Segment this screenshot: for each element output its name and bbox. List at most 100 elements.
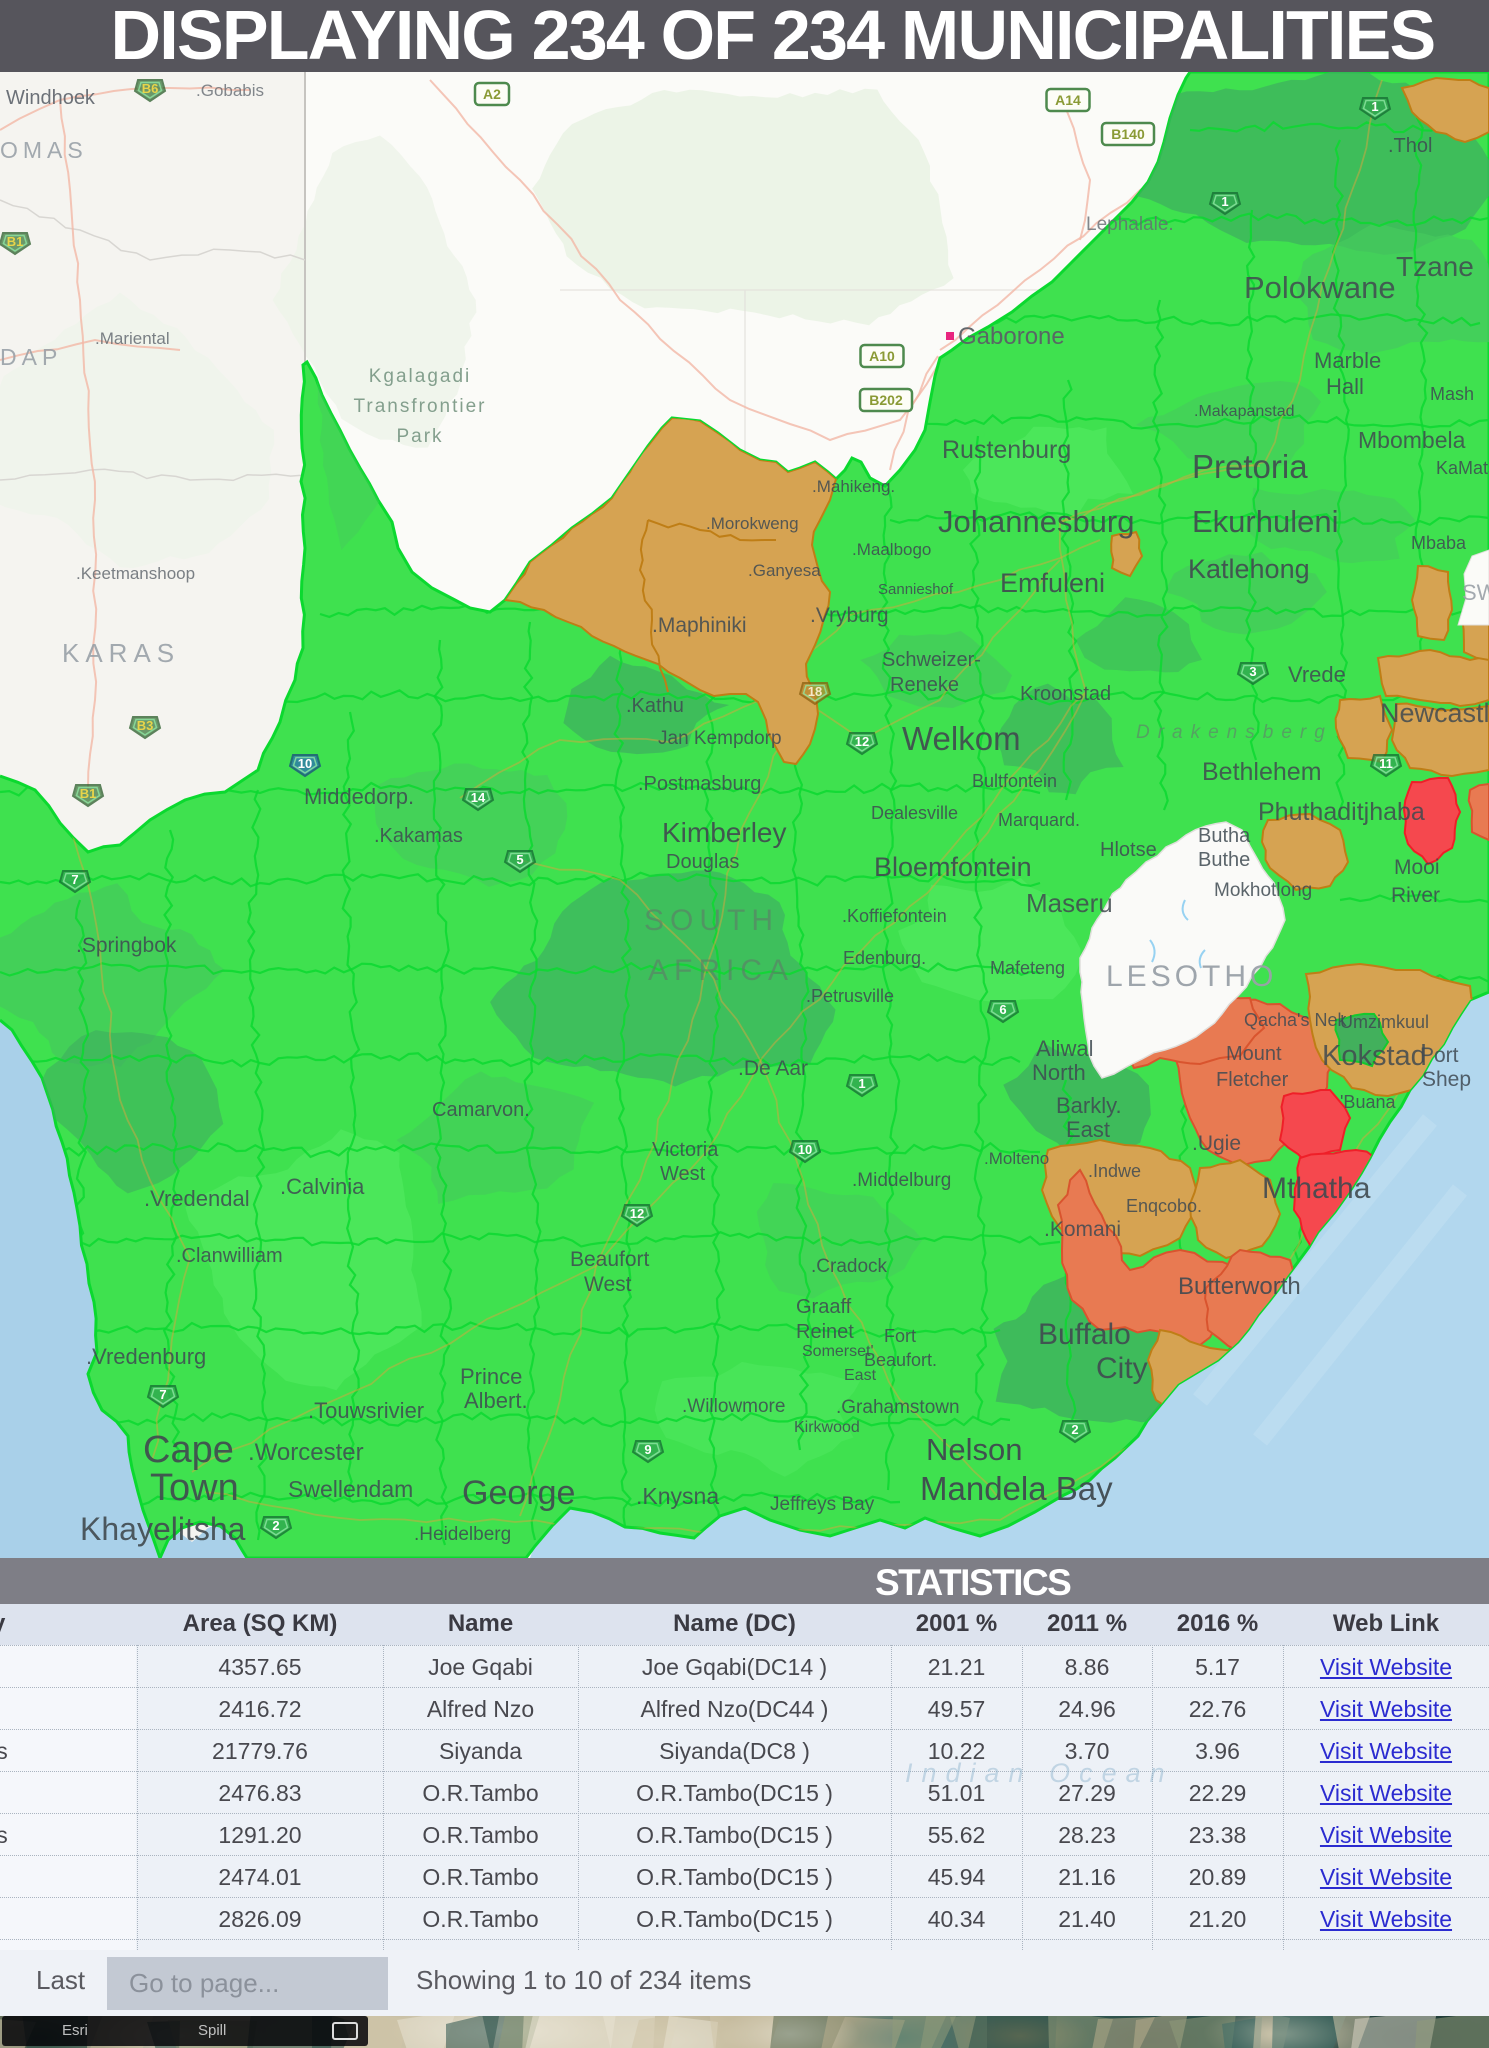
svg-text:.Koffiefontein: .Koffiefontein xyxy=(842,906,947,926)
svg-text:.Worcester: .Worcester xyxy=(248,1439,364,1466)
svg-text:LESOTHO: LESOTHO xyxy=(1106,960,1277,993)
svg-text:'Buana: 'Buana xyxy=(1340,1092,1396,1112)
svg-text:Johannesburg: Johannesburg xyxy=(938,504,1135,539)
svg-text:Aliwal: Aliwal xyxy=(1036,1036,1093,1061)
svg-text:.Willowmore: .Willowmore xyxy=(682,1396,785,1417)
svg-text:.Vryburg: .Vryburg xyxy=(810,604,889,627)
svg-text:Somerset': Somerset' xyxy=(802,1343,874,1360)
svg-text:Marble: Marble xyxy=(1314,348,1381,373)
svg-text:A2: A2 xyxy=(483,86,501,102)
svg-text:.Maalbogo: .Maalbogo xyxy=(852,540,931,559)
svg-text:Middedorp.: Middedorp. xyxy=(304,784,414,809)
svg-text:3: 3 xyxy=(1249,664,1256,679)
svg-text:.Maphiniki: .Maphiniki xyxy=(652,614,747,637)
svg-text:2: 2 xyxy=(272,1518,279,1533)
svg-text:.Vredenburg: .Vredenburg xyxy=(86,1344,206,1369)
svg-text:.Indwe: .Indwe xyxy=(1088,1161,1141,1181)
svg-text:.Middelburg: .Middelburg xyxy=(852,1170,951,1191)
svg-text:Buthe: Buthe xyxy=(1198,849,1250,871)
svg-text:Swellendam: Swellendam xyxy=(288,1476,413,1502)
svg-text:Qacha's Nek: Qacha's Nek xyxy=(1244,1010,1347,1030)
svg-text:Hall: Hall xyxy=(1326,374,1364,399)
svg-text:.Komani: .Komani xyxy=(1044,1218,1121,1241)
svg-text:.Kakamas: .Kakamas xyxy=(374,825,463,847)
svg-text:Mandela Bay: Mandela Bay xyxy=(920,1470,1113,1507)
svg-text:18: 18 xyxy=(808,684,822,699)
svg-text:Park: Park xyxy=(396,426,443,447)
svg-text:Gaborone: Gaborone xyxy=(958,323,1065,350)
svg-text:Hlotse: Hlotse xyxy=(1100,839,1157,861)
svg-text:Marquard.: Marquard. xyxy=(998,810,1080,830)
svg-text:Kokstad: Kokstad xyxy=(1322,1040,1427,1072)
svg-text:West: West xyxy=(660,1163,706,1185)
svg-text:Mbaba: Mbaba xyxy=(1411,533,1467,553)
svg-text:Tzane: Tzane xyxy=(1396,251,1474,282)
svg-text:Mount: Mount xyxy=(1226,1043,1282,1065)
svg-text:Reneke: Reneke xyxy=(890,674,959,696)
svg-text:Douglas: Douglas xyxy=(666,851,739,873)
svg-text:A10: A10 xyxy=(869,348,895,364)
svg-text:SOUTH: SOUTH xyxy=(644,904,779,937)
svg-text:West: West xyxy=(584,1273,632,1296)
svg-text:14: 14 xyxy=(471,790,486,805)
svg-text:Rustenburg: Rustenburg xyxy=(942,436,1071,464)
svg-text:Jeffreys Bay: Jeffreys Bay xyxy=(770,1494,875,1515)
svg-text:Maseru: Maseru xyxy=(1026,888,1113,918)
svg-text:12: 12 xyxy=(855,734,869,749)
svg-text:Camarvon.: Camarvon. xyxy=(432,1099,530,1121)
svg-text:Mbombela: Mbombela xyxy=(1358,427,1466,453)
svg-text:Beaufort.: Beaufort. xyxy=(864,1350,937,1370)
svg-text:Bethlehem: Bethlehem xyxy=(1202,758,1322,786)
svg-text:Khayelitsha: Khayelitsha xyxy=(80,1511,246,1547)
svg-text:Pretoria: Pretoria xyxy=(1192,448,1308,485)
svg-text:B140: B140 xyxy=(1111,126,1145,142)
svg-text:Umzimkuul: Umzimkuul xyxy=(1340,1012,1429,1032)
svg-text:Kirkwood: Kirkwood xyxy=(794,1419,860,1436)
svg-text:Enqcobo.: Enqcobo. xyxy=(1126,1196,1202,1216)
svg-text:Kgalagadi: Kgalagadi xyxy=(369,366,472,387)
svg-text:Phuthaditjhaba: Phuthaditjhaba xyxy=(1258,798,1425,826)
svg-text:.Heidelberg: .Heidelberg xyxy=(414,1524,511,1545)
svg-text:Mokhotlong: Mokhotlong xyxy=(1214,880,1312,901)
svg-text:Dealesville: Dealesville xyxy=(871,803,958,823)
svg-text:.Morokweng: .Morokweng xyxy=(706,514,799,533)
svg-text:B3: B3 xyxy=(137,718,154,733)
svg-text:Drakensberg: Drakensberg xyxy=(1136,722,1333,743)
svg-text:Fort: Fort xyxy=(884,1326,916,1346)
svg-text:.Makapanstad: .Makapanstad xyxy=(1194,403,1295,420)
svg-text:Polokwane: Polokwane xyxy=(1244,270,1396,305)
svg-text:Butha: Butha xyxy=(1198,825,1251,847)
svg-text:East: East xyxy=(844,1367,877,1384)
svg-text:Albert.: Albert. xyxy=(464,1388,528,1413)
svg-text:Lephalale.: Lephalale. xyxy=(1086,214,1174,235)
svg-text:Edenburg.: Edenburg. xyxy=(843,948,926,968)
svg-text:1: 1 xyxy=(1371,99,1378,114)
svg-text:6: 6 xyxy=(999,1002,1006,1017)
svg-text:7: 7 xyxy=(71,872,78,887)
svg-text:.Mahikeng.: .Mahikeng. xyxy=(812,477,895,496)
svg-text:9: 9 xyxy=(644,1442,651,1457)
svg-text:Shep: Shep xyxy=(1422,1068,1471,1091)
svg-text:10: 10 xyxy=(298,756,312,771)
svg-text:Prince: Prince xyxy=(460,1364,522,1389)
svg-text:.Springbok: .Springbok xyxy=(76,934,177,957)
svg-text:Victoria: Victoria xyxy=(652,1139,719,1161)
svg-text:Newcastle: Newcastle xyxy=(1380,698,1489,728)
svg-text:B6: B6 xyxy=(142,81,159,96)
svg-text:5: 5 xyxy=(516,852,523,867)
svg-text:7: 7 xyxy=(159,1387,166,1402)
svg-text:.De Aar: .De Aar xyxy=(738,1057,808,1080)
svg-text:.Cradock: .Cradock xyxy=(811,1256,888,1277)
svg-text:B1: B1 xyxy=(7,234,24,249)
svg-text:.Knysna: .Knysna xyxy=(636,1483,719,1509)
svg-text:.Clanwilliam: .Clanwilliam xyxy=(176,1245,283,1267)
svg-text:Welkom: Welkom xyxy=(902,720,1021,757)
svg-text:B1: B1 xyxy=(80,786,97,801)
svg-text:Katlehong: Katlehong xyxy=(1188,554,1310,584)
svg-text:B202: B202 xyxy=(869,392,903,408)
svg-text:SW: SW xyxy=(1462,580,1489,605)
svg-text:Buffalo: Buffalo xyxy=(1038,1318,1131,1351)
svg-text:City: City xyxy=(1096,1352,1148,1385)
svg-text:Mthatha: Mthatha xyxy=(1262,1172,1371,1205)
svg-text:.Calvinia: .Calvinia xyxy=(280,1174,365,1199)
